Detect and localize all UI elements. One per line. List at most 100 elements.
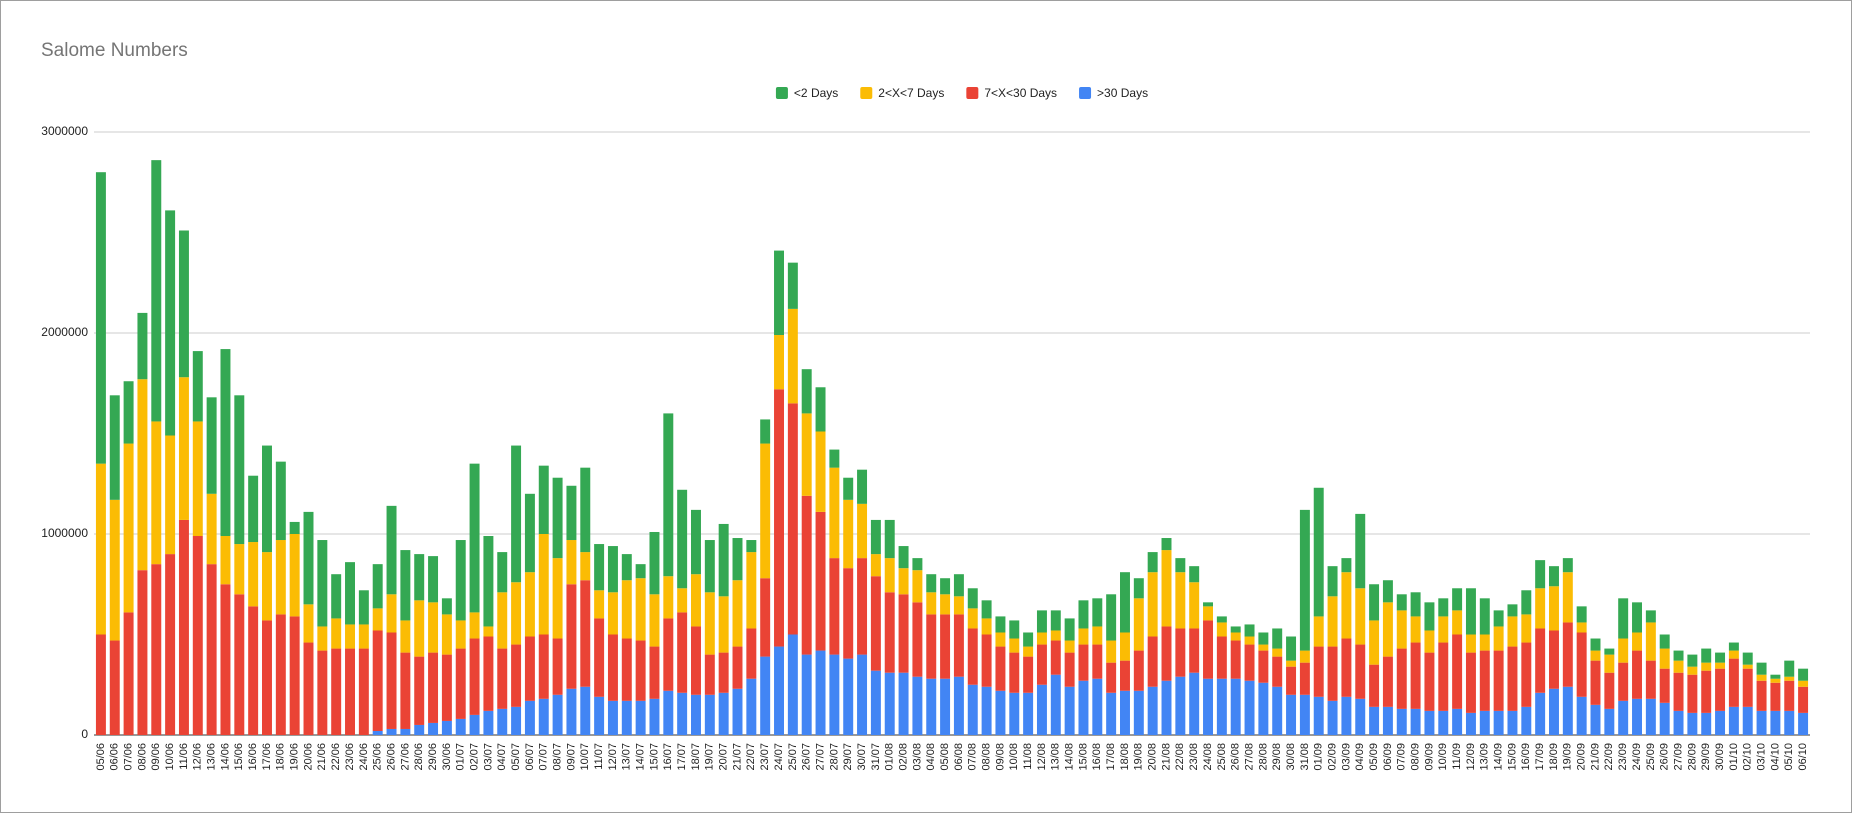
x-tick-label: 18/06	[275, 743, 287, 771]
x-tick-label: 24/09	[1631, 743, 1643, 771]
bar-segment	[1687, 674, 1698, 713]
bar-segment	[469, 612, 480, 639]
bar-segment	[1092, 598, 1103, 627]
x-tick-label: 05/08	[939, 743, 951, 771]
x-tick-label: 07/06	[123, 743, 135, 771]
bar-segment	[1299, 662, 1310, 695]
x-tick-label: 19/09	[1562, 743, 1574, 771]
bar-segment	[1147, 686, 1158, 735]
x-tick-label: 09/07	[565, 743, 577, 771]
bar-segment	[552, 477, 563, 559]
x-tick-label: 23/08	[1188, 743, 1200, 771]
bar-segment	[1479, 710, 1490, 735]
bar-segment	[1313, 646, 1324, 697]
bar-segment	[1286, 660, 1297, 667]
bar-segment	[981, 618, 992, 635]
bar-segment	[1161, 680, 1172, 735]
bar-segment	[1798, 668, 1809, 681]
x-tick-label: 21/08	[1160, 743, 1172, 771]
bar-segment	[1036, 644, 1047, 685]
bar-segment	[275, 540, 286, 615]
x-tick-label: 04/09	[1354, 743, 1366, 771]
bar-segment	[1133, 650, 1144, 691]
x-tick-label: 23/09	[1617, 743, 1629, 771]
bar-segment	[552, 558, 563, 639]
bar-segment	[1576, 632, 1587, 697]
bar-segment	[1009, 620, 1020, 639]
x-tick-label: 23/06	[344, 743, 356, 771]
bar-segment	[538, 534, 549, 635]
bar-segment	[760, 443, 771, 579]
bar-segment	[1050, 630, 1061, 641]
bar-segment	[1728, 650, 1739, 659]
bar-segment	[1244, 644, 1255, 681]
bar-segment	[1036, 684, 1047, 735]
x-tick-label: 24/07	[773, 743, 785, 771]
bar-segment	[843, 568, 854, 659]
bar-segment	[1216, 622, 1227, 637]
bar-segment	[1410, 592, 1421, 617]
x-tick-label: 05/07	[510, 743, 522, 771]
x-tick-label: 19/07	[704, 743, 716, 771]
bar-segment	[926, 574, 937, 593]
bar-segment	[746, 628, 757, 679]
bar-segment	[1604, 648, 1615, 655]
bar-segment	[1618, 638, 1629, 663]
bar-segment	[1604, 672, 1615, 709]
bar-segment	[1244, 624, 1255, 637]
bar-segment	[607, 700, 618, 735]
x-tick-label: 07/09	[1396, 743, 1408, 771]
bar-segment	[220, 536, 231, 585]
x-tick-label: 27/06	[399, 743, 411, 771]
bar-segment	[400, 550, 411, 621]
bar-segment	[1549, 566, 1559, 587]
x-tick-label: 26/09	[1659, 743, 1671, 771]
bar-segment	[289, 534, 300, 617]
x-tick-label: 19/08	[1133, 743, 1145, 771]
bar-segment	[1327, 646, 1338, 701]
x-tick-label: 10/08	[1008, 743, 1020, 771]
bar-segment	[1562, 558, 1573, 573]
bar-segment	[1147, 636, 1158, 687]
bar-segment	[1369, 584, 1380, 621]
bar-segment	[1009, 638, 1020, 653]
bar-segment	[635, 578, 646, 641]
bar-segment	[1604, 654, 1615, 673]
bar-segment	[760, 656, 771, 735]
bar-segment	[234, 395, 245, 545]
bar-segment	[801, 413, 812, 496]
bar-segment	[953, 574, 964, 597]
x-tick-label: 03/07	[482, 743, 494, 771]
bar-segment	[123, 381, 134, 444]
bar-segment	[843, 499, 854, 569]
bar-segment	[760, 419, 771, 444]
bar-segment	[1493, 626, 1504, 651]
bar-segment	[1438, 616, 1449, 643]
bar-segment	[1479, 634, 1490, 651]
bar-segment	[649, 531, 660, 595]
bar-segment	[414, 724, 425, 735]
bar-segment	[1161, 626, 1172, 681]
bar-segment	[1756, 710, 1767, 735]
bar-segment	[1133, 598, 1144, 651]
bar-segment	[843, 477, 854, 500]
bar-segment	[1355, 513, 1366, 589]
bar-segment	[760, 578, 771, 657]
bar-segment	[1064, 652, 1075, 687]
bar-segment	[995, 690, 1006, 735]
bar-segment	[524, 572, 535, 637]
x-tick-label: 17/08	[1105, 743, 1117, 771]
bar-segment	[262, 445, 272, 553]
bar-segment	[345, 562, 355, 625]
bar-segment	[815, 387, 826, 432]
bar-segment	[1341, 572, 1352, 639]
bar-segment	[400, 620, 411, 653]
x-tick-label: 27/07	[814, 743, 826, 771]
bar-segment	[1175, 676, 1186, 735]
bar-segment	[677, 612, 688, 693]
bar-segment	[566, 540, 577, 585]
bar-segment	[1701, 670, 1712, 713]
x-tick-label: 05/09	[1368, 743, 1380, 771]
bar-segment	[801, 495, 812, 655]
bar-segment	[552, 638, 563, 695]
